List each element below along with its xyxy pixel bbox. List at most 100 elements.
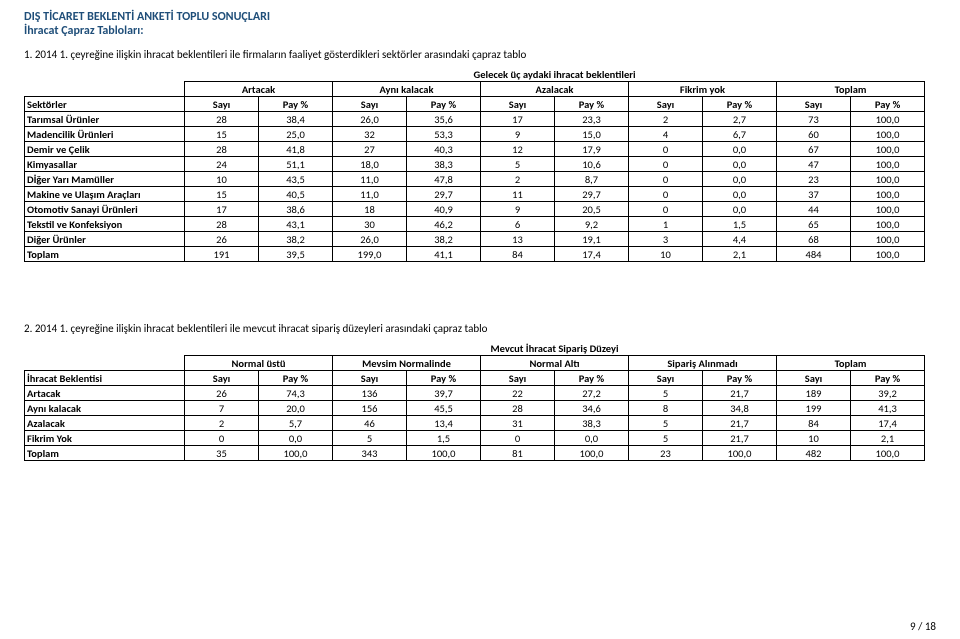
cell: 1 bbox=[629, 217, 703, 232]
cell: 26,0 bbox=[333, 232, 407, 247]
cell: 27,2 bbox=[555, 386, 629, 401]
cell: 44 bbox=[777, 202, 851, 217]
cell: 28 bbox=[185, 112, 259, 127]
cell: 38,3 bbox=[407, 157, 481, 172]
cell: 41,3 bbox=[851, 401, 925, 416]
row-label: Toplam bbox=[25, 247, 185, 262]
t2-c3a: Sayı bbox=[629, 371, 703, 386]
t1-c1a: Sayı bbox=[333, 97, 407, 112]
cell: 30 bbox=[333, 217, 407, 232]
row-label: Fikrim Yok bbox=[25, 431, 185, 446]
cell: 482 bbox=[777, 446, 851, 461]
cell: 2 bbox=[481, 172, 555, 187]
row-label: Tekstil ve Konfeksiyon bbox=[25, 217, 185, 232]
t2-g2: Normal Altı bbox=[481, 356, 629, 371]
t1-c3a: Sayı bbox=[629, 97, 703, 112]
cell: 35,6 bbox=[407, 112, 481, 127]
cell: 100,0 bbox=[703, 446, 777, 461]
t2-c1b: Pay % bbox=[407, 371, 481, 386]
cell: 199 bbox=[777, 401, 851, 416]
page-footer: 9 / 18 bbox=[910, 620, 936, 633]
cell: 47 bbox=[777, 157, 851, 172]
cell: 28 bbox=[481, 401, 555, 416]
cell: 9 bbox=[481, 202, 555, 217]
t2-c4b: Pay % bbox=[851, 371, 925, 386]
cell: 41,8 bbox=[259, 142, 333, 157]
table-row: Diğer Ürünler2638,226,038,21319,134,4681… bbox=[25, 232, 925, 247]
cell: 7 bbox=[185, 401, 259, 416]
cell: 26,0 bbox=[333, 112, 407, 127]
t2-c0b: Pay % bbox=[259, 371, 333, 386]
cell: 1,5 bbox=[407, 431, 481, 446]
cell: 5 bbox=[629, 386, 703, 401]
cell: 51,1 bbox=[259, 157, 333, 172]
cell: 26 bbox=[185, 232, 259, 247]
t1-rowheader: Sektörler bbox=[25, 97, 185, 112]
cell: 39,5 bbox=[259, 247, 333, 262]
cell: 6 bbox=[481, 217, 555, 232]
cell: 11,0 bbox=[333, 172, 407, 187]
cell: 199,0 bbox=[333, 247, 407, 262]
cell: 38,2 bbox=[407, 232, 481, 247]
row-label: Demir ve Çelik bbox=[25, 142, 185, 157]
cell: 23 bbox=[629, 446, 703, 461]
cell: 37 bbox=[777, 187, 851, 202]
cell: 17,9 bbox=[555, 142, 629, 157]
cell: 6,7 bbox=[703, 127, 777, 142]
cell: 46 bbox=[333, 416, 407, 431]
doc-title: DIŞ TİCARET BEKLENTİ ANKETİ TOPLU SONUÇL… bbox=[24, 10, 940, 24]
cell: 0 bbox=[629, 172, 703, 187]
cell: 21,7 bbox=[703, 386, 777, 401]
cell: 17 bbox=[185, 202, 259, 217]
row-label: Kimyasallar bbox=[25, 157, 185, 172]
t1-g0: Artacak bbox=[185, 82, 333, 97]
table-row: Makine ve Ulaşım Araçları1540,511,029,71… bbox=[25, 187, 925, 202]
t1-c1b: Pay % bbox=[407, 97, 481, 112]
cell: 136 bbox=[333, 386, 407, 401]
table-row: Kimyasallar2451,118,038,3510,600,047100,… bbox=[25, 157, 925, 172]
t2-superheader: Mevcut İhracat Sipariş Düzeyi bbox=[185, 341, 925, 356]
cell: 19,1 bbox=[555, 232, 629, 247]
cell: 34,6 bbox=[555, 401, 629, 416]
t2-g3: Sipariş Alınmadı bbox=[629, 356, 777, 371]
cell: 47,8 bbox=[407, 172, 481, 187]
t2-c3b: Pay % bbox=[703, 371, 777, 386]
cell: 68 bbox=[777, 232, 851, 247]
cell: 100,0 bbox=[851, 247, 925, 262]
cell: 60 bbox=[777, 127, 851, 142]
cell: 5 bbox=[333, 431, 407, 446]
cell: 5 bbox=[629, 431, 703, 446]
table2-caption: 2. 2014 1. çeyreğine ilişkin ihracat bek… bbox=[24, 322, 940, 335]
cell: 31 bbox=[481, 416, 555, 431]
row-label: Madencilik Ürünleri bbox=[25, 127, 185, 142]
cell: 32 bbox=[333, 127, 407, 142]
table-1: Gelecek üç aydaki ihracat beklentileri A… bbox=[24, 67, 925, 262]
t1-c4a: Sayı bbox=[777, 97, 851, 112]
cell: 38,3 bbox=[555, 416, 629, 431]
cell: 0,0 bbox=[703, 157, 777, 172]
cell: 100,0 bbox=[259, 446, 333, 461]
row-label: Diğer Ürünler bbox=[25, 232, 185, 247]
cell: 100,0 bbox=[851, 446, 925, 461]
table-2: Mevcut İhracat Sipariş Düzeyi Normal üst… bbox=[24, 341, 925, 461]
cell: 39,7 bbox=[407, 386, 481, 401]
cell: 100,0 bbox=[555, 446, 629, 461]
cell: 100,0 bbox=[851, 232, 925, 247]
cell: 35 bbox=[185, 446, 259, 461]
cell: 23 bbox=[777, 172, 851, 187]
cell: 2 bbox=[629, 112, 703, 127]
t2-c0a: Sayı bbox=[185, 371, 259, 386]
cell: 4,4 bbox=[703, 232, 777, 247]
cell: 2,1 bbox=[851, 431, 925, 446]
cell: 40,9 bbox=[407, 202, 481, 217]
cell: 18,0 bbox=[333, 157, 407, 172]
cell: 10 bbox=[777, 431, 851, 446]
cell: 100,0 bbox=[851, 112, 925, 127]
t1-c2b: Pay % bbox=[555, 97, 629, 112]
cell: 18 bbox=[333, 202, 407, 217]
cell: 28 bbox=[185, 217, 259, 232]
cell: 11,0 bbox=[333, 187, 407, 202]
cell: 29,7 bbox=[555, 187, 629, 202]
cell: 53,3 bbox=[407, 127, 481, 142]
cell: 0 bbox=[629, 202, 703, 217]
